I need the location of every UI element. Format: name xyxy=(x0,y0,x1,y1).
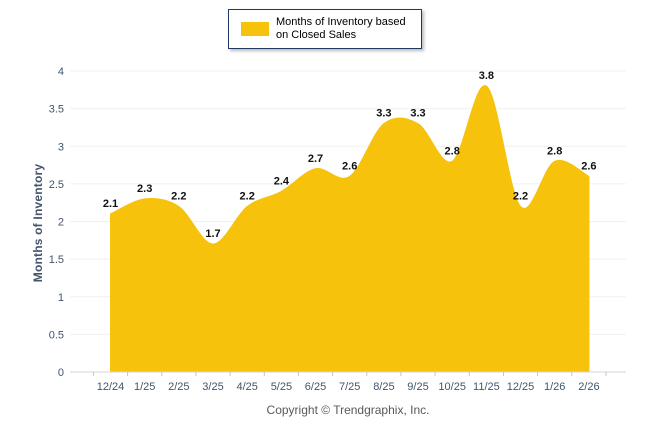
y-tick-label: 2.5 xyxy=(49,179,64,191)
x-tick-label: 7/25 xyxy=(339,381,360,393)
x-tick-label: 10/25 xyxy=(438,381,466,393)
x-tick-label: 1/25 xyxy=(134,381,155,393)
x-tick-label: 8/25 xyxy=(373,381,394,393)
x-tick-label: 2/25 xyxy=(168,381,189,393)
y-tick-label: 1 xyxy=(58,292,64,304)
y-axis-title: Months of Inventory xyxy=(31,163,45,283)
x-tick-label: 6/25 xyxy=(305,381,326,393)
data-label: 3.8 xyxy=(479,70,494,82)
data-label: 2.1 xyxy=(103,198,118,210)
data-label: 2.7 xyxy=(308,153,323,165)
x-tick-label: 11/25 xyxy=(473,381,500,393)
x-tick-label: 2/26 xyxy=(578,381,599,393)
data-label: 2.3 xyxy=(137,183,152,195)
data-label: 3.3 xyxy=(410,108,425,120)
x-tick-label: 5/25 xyxy=(271,381,292,393)
y-tick-label: 3.5 xyxy=(49,104,64,116)
data-label: 2.2 xyxy=(513,191,528,203)
data-label: 2.8 xyxy=(547,145,562,157)
legend-label: Months of Inventory based on Closed Sale… xyxy=(276,16,406,41)
data-label: 2.4 xyxy=(274,175,290,187)
x-tick-label: 12/24 xyxy=(97,381,125,393)
y-tick-label: 0.5 xyxy=(49,329,64,341)
y-tick-label: 2 xyxy=(58,217,64,229)
y-tick-label: 0 xyxy=(58,367,64,379)
x-tick-label: 4/25 xyxy=(236,381,257,393)
area-path xyxy=(110,85,590,372)
y-tick-label: 3 xyxy=(58,141,64,153)
legend-swatch xyxy=(241,22,269,36)
data-label: 1.7 xyxy=(205,228,220,240)
y-tick-label: 4 xyxy=(58,66,64,78)
data-label: 2.2 xyxy=(240,191,255,203)
legend-box: Months of Inventory based on Closed Sale… xyxy=(228,9,422,49)
copyright-text: Copyright © Trendgraphix, Inc. xyxy=(266,403,430,417)
data-label: 2.8 xyxy=(445,145,460,157)
y-tick-label: 1.5 xyxy=(49,254,64,266)
data-label: 3.3 xyxy=(376,108,391,120)
x-tick-label: 3/25 xyxy=(202,381,223,393)
x-tick-label: 1/26 xyxy=(544,381,565,393)
data-label: 2.6 xyxy=(342,160,357,172)
x-tick-label: 12/25 xyxy=(507,381,535,393)
data-label: 2.6 xyxy=(581,160,596,172)
x-tick-label: 9/25 xyxy=(407,381,428,393)
data-label: 2.2 xyxy=(171,191,186,203)
